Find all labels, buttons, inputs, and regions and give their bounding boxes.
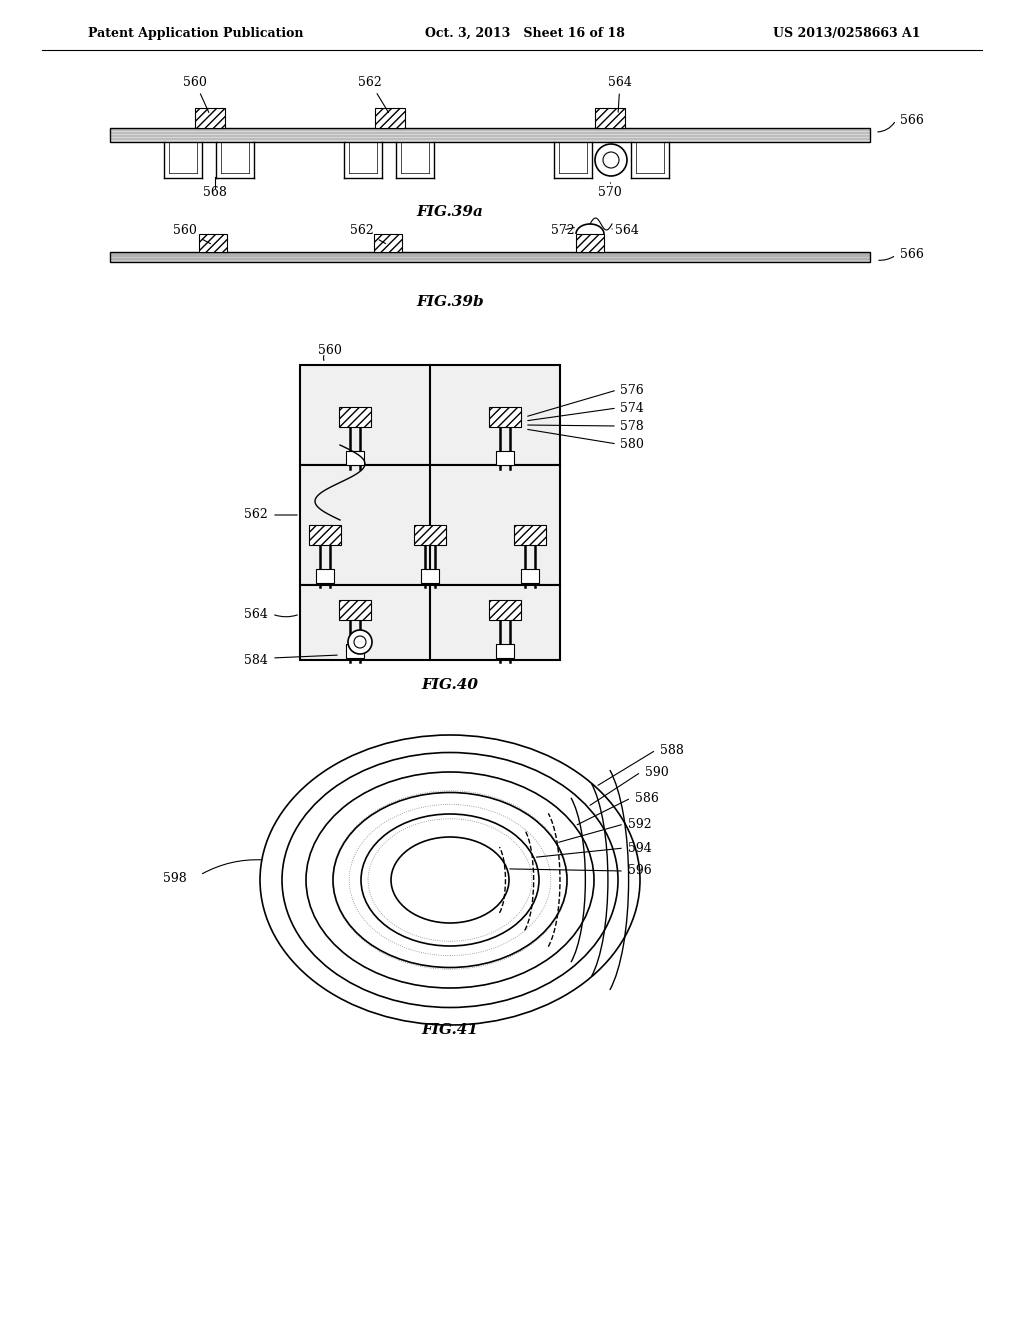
Bar [110,252,870,261]
Text: Patent Application Publication: Patent Application Publication [88,26,303,40]
Bar [375,108,406,128]
Text: 596: 596 [628,865,651,878]
Circle shape [603,152,618,168]
Bar [514,525,546,545]
Text: 566: 566 [900,248,924,261]
Text: 564: 564 [612,223,639,236]
Text: 564: 564 [608,75,632,112]
Text: 574: 574 [620,401,644,414]
Bar [489,601,521,620]
Circle shape [354,636,366,648]
Text: 562: 562 [350,223,386,244]
Bar [374,234,402,252]
Text: 578: 578 [620,420,644,433]
Text: 594: 594 [628,842,651,854]
Text: 588: 588 [660,743,684,756]
Text: 592: 592 [628,817,651,830]
Text: 562: 562 [358,75,388,112]
Text: 576: 576 [620,384,644,396]
Bar [110,128,870,143]
Text: 584: 584 [244,653,268,667]
Text: 580: 580 [620,437,644,450]
Text: FIG.40: FIG.40 [422,678,478,692]
Bar [309,525,341,545]
Text: 590: 590 [645,766,669,779]
Bar [339,601,371,620]
Text: 560: 560 [183,75,209,112]
Text: FIG.41: FIG.41 [422,1023,478,1038]
Text: 570: 570 [598,186,622,198]
Bar [489,407,521,426]
Bar [346,644,364,657]
Text: FIG.39a: FIG.39a [417,205,483,219]
Text: 586: 586 [635,792,658,804]
Text: Oct. 3, 2013   Sheet 16 of 18: Oct. 3, 2013 Sheet 16 of 18 [425,26,625,40]
Text: 598: 598 [163,871,186,884]
Text: 568: 568 [203,186,227,198]
Bar [414,525,446,545]
Bar [195,108,225,128]
Bar [199,234,227,252]
Text: 566: 566 [900,114,924,127]
Bar [300,585,560,660]
Bar [300,366,560,465]
Bar [575,234,604,252]
Text: 560: 560 [318,343,342,356]
Bar [496,644,514,657]
Bar [595,108,625,128]
Text: FIG.39b: FIG.39b [416,294,483,309]
Bar [300,465,560,585]
Bar [421,569,439,583]
Text: 562: 562 [245,508,268,521]
Circle shape [348,630,372,653]
Text: US 2013/0258663 A1: US 2013/0258663 A1 [773,26,921,40]
Bar [346,451,364,465]
Text: 572: 572 [551,223,574,236]
Text: 560: 560 [173,223,211,244]
Bar [339,407,371,426]
Circle shape [595,144,627,176]
Text: 564: 564 [244,607,268,620]
Bar [521,569,539,583]
Bar [316,569,334,583]
Bar [496,451,514,465]
